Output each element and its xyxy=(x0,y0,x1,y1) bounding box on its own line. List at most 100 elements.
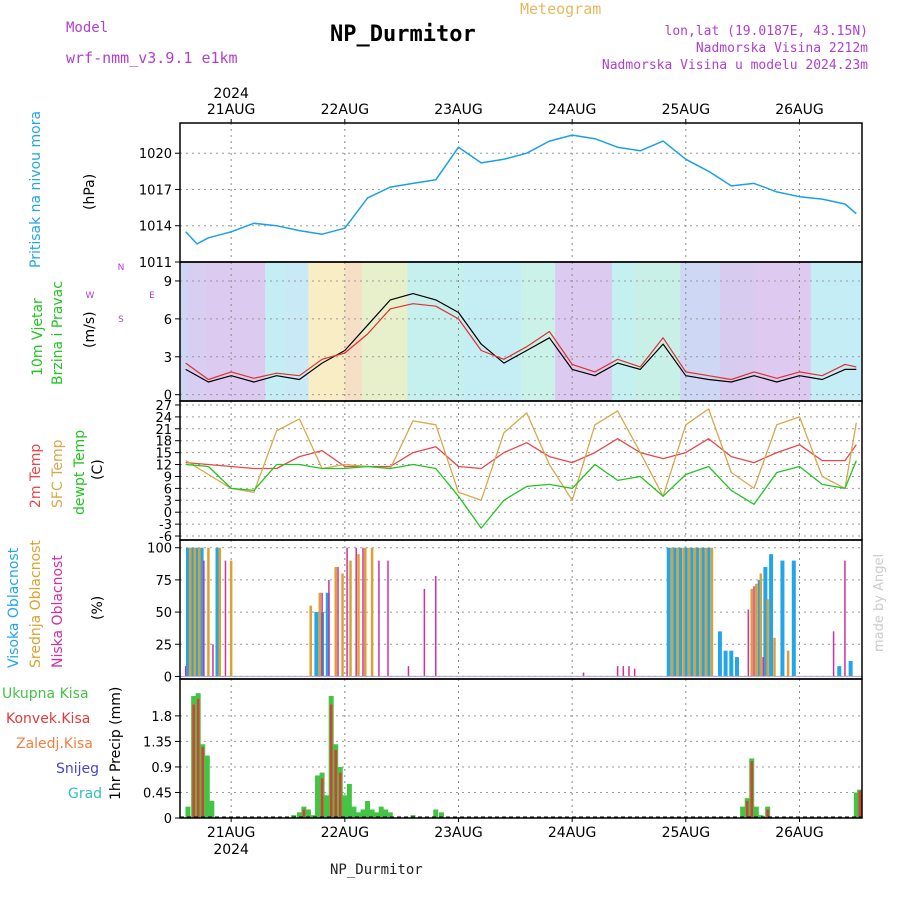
total-rain-bar xyxy=(351,806,357,818)
high-cloud-bar xyxy=(325,592,330,677)
low-cloud-bar xyxy=(224,560,227,677)
top-date-label: 23AUG xyxy=(434,102,483,118)
total-rain-bar xyxy=(296,812,302,818)
model-elevation-label: Nadmorska Visina u modelu 2024.23m xyxy=(601,58,868,73)
y-tick-label: 1011 xyxy=(139,256,172,271)
elevation-label: Nadmorska Visina 2212m xyxy=(695,41,868,56)
y-tick-label: 3 xyxy=(164,494,172,509)
mid-cloud-bar xyxy=(188,547,192,677)
mid-cloud-bar xyxy=(750,588,753,677)
low-cloud-bar xyxy=(753,586,755,677)
top-date-label: 24AUG xyxy=(548,102,597,118)
wind-barb-band xyxy=(308,262,345,401)
total-rain-bar xyxy=(744,798,750,818)
high-cloud-bar xyxy=(848,660,853,677)
low-cloud-bar xyxy=(212,644,214,677)
total-rain-bar xyxy=(355,812,361,818)
y-tick-label: 12 xyxy=(155,459,172,474)
total-rain-bar xyxy=(337,766,343,818)
total-rain-bar xyxy=(753,806,759,818)
low-cloud-bar xyxy=(378,560,380,677)
y-tick-label: 25 xyxy=(155,638,172,653)
total-rain-bar xyxy=(853,792,859,818)
y-tick-label: 6 xyxy=(164,313,172,328)
bottom-date-label: 24AUG xyxy=(548,825,597,841)
total-rain-bar xyxy=(433,809,439,818)
low-cloud-bar xyxy=(628,666,630,677)
low-cloud-ylabel: Niska Oblacnost xyxy=(50,555,66,668)
wind-barb-band xyxy=(407,262,465,401)
total-rain-bar xyxy=(200,744,206,818)
high-cloud-bar xyxy=(215,547,220,677)
wind-barb-band xyxy=(754,262,811,401)
total-rain-bar xyxy=(185,806,191,818)
total-rain-bar xyxy=(387,812,393,818)
bottom-date-label: 23AUG xyxy=(434,825,483,841)
pressure-ylabel: Pritisak na nivou mora xyxy=(28,110,44,268)
lonlat-label: lon,lat (19.0187E, 43.15N) xyxy=(664,24,869,39)
temp2m-ylabel: 2m Temp xyxy=(28,443,44,508)
wind-barb-band xyxy=(180,262,188,401)
y-tick-label: 0 xyxy=(164,670,172,685)
wind-barb-band xyxy=(680,262,720,401)
low-cloud-bar xyxy=(582,672,585,677)
mid-cloud-bar xyxy=(357,554,360,677)
high-cloud-ylabel: Visoka Oblacnost xyxy=(6,547,22,668)
dewpoint-line xyxy=(185,460,857,529)
panel-frame xyxy=(179,261,863,402)
low-cloud-bar xyxy=(633,668,636,677)
low-cloud-bar xyxy=(423,588,426,677)
bottom-year-label: 2024 xyxy=(213,842,249,858)
y-tick-label: 9 xyxy=(164,275,172,290)
compass-s: S xyxy=(118,315,124,325)
wind-speed-line xyxy=(185,293,857,383)
y-tick-label: 0 xyxy=(164,506,172,521)
low-cloud-bar xyxy=(622,666,625,677)
high-cloud-bar xyxy=(199,547,204,677)
y-tick-label: 6 xyxy=(164,482,172,497)
low-cloud-bar xyxy=(355,547,357,677)
legend-conv-rain: Konvek.Kisa xyxy=(6,711,91,727)
low-cloud-bar xyxy=(346,547,348,677)
total-rain-bar xyxy=(204,755,210,818)
total-rain-bar xyxy=(328,696,334,818)
total-rain-bar xyxy=(369,809,375,818)
mid-cloud-bar xyxy=(710,547,714,677)
conv-rain-bar xyxy=(201,747,204,818)
page-title: NP_Durmitor xyxy=(330,22,476,47)
high-cloud-bar xyxy=(717,631,722,677)
mid-cloud-bar xyxy=(334,567,337,677)
pressure-line xyxy=(185,134,857,245)
y-tick-label: 1020 xyxy=(139,147,172,162)
low-cloud-bar xyxy=(184,666,187,677)
mid-cloud-bar xyxy=(218,547,222,677)
mid-cloud-bar xyxy=(318,592,322,677)
total-rain-bar xyxy=(209,800,215,818)
cloud-unit: (%) xyxy=(90,595,106,620)
total-rain-bar xyxy=(319,772,325,818)
mid-cloud-bar xyxy=(193,547,197,677)
conv-rain-bar xyxy=(196,698,200,818)
watermark: made by Angel xyxy=(872,553,887,652)
high-cloud-bar xyxy=(791,560,796,677)
high-cloud-bar xyxy=(190,547,195,677)
legend-total-rain: Ukupna Kisa xyxy=(2,686,89,702)
total-rain-bar xyxy=(758,815,764,818)
mid-cloud-bar xyxy=(341,573,344,677)
high-cloud-bar xyxy=(689,547,694,677)
high-cloud-bar xyxy=(837,666,842,677)
mid-cloud-bar xyxy=(676,547,680,677)
low-cloud-bar xyxy=(832,631,835,677)
meteogram-label: Meteogram xyxy=(520,0,602,18)
y-tick-label: 50 xyxy=(155,606,172,621)
low-cloud-bar xyxy=(747,609,750,677)
mid-cloud-bar xyxy=(693,547,697,677)
conv-rain-bar xyxy=(858,790,861,818)
total-rain-bar xyxy=(749,758,755,818)
footer-station: NP_Durmitor xyxy=(330,862,423,878)
high-cloud-bar xyxy=(195,547,200,677)
y-tick-label: 1.8 xyxy=(151,710,172,725)
model-label: Model xyxy=(66,20,109,36)
high-cloud-bar xyxy=(678,547,683,677)
mid-cloud-bar xyxy=(773,637,776,677)
